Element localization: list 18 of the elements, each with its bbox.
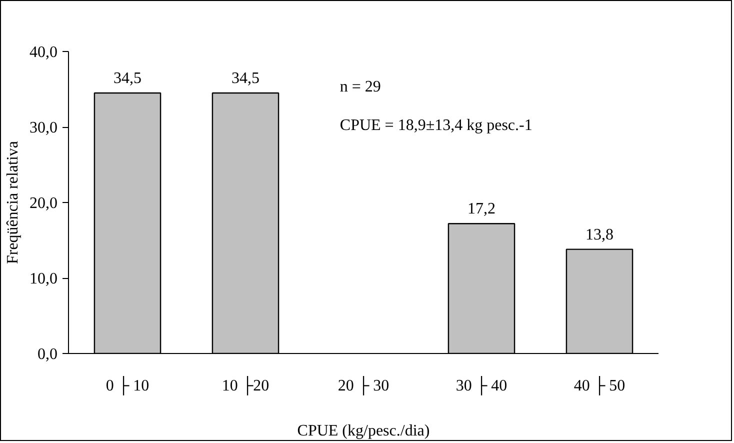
y-tick-label: 30,0 <box>30 120 58 136</box>
y-tick-label: 40,0 <box>30 44 58 61</box>
data-label: 34,5 <box>232 70 260 88</box>
y-tick-label: 10,0 <box>30 270 58 288</box>
y-tick-label: 0,0 <box>38 346 58 363</box>
x-axis-title: CPUE (kg/pesc./dia) <box>297 422 430 440</box>
annotation: CPUE = 18,9±13,4 kg pesc.-1 <box>340 116 532 134</box>
annotation: n = 29 <box>340 78 381 96</box>
y-tick-label: 20,0 <box>30 195 58 212</box>
x-tick-label: 10 ├20 <box>222 376 270 396</box>
x-tick-label: 40 ├ 50 <box>574 376 626 396</box>
data-label: 34,5 <box>114 70 142 88</box>
data-label: 13,8 <box>586 226 614 244</box>
x-tick-label: 20 ├ 30 <box>338 376 390 396</box>
x-tick-label: 0 ├ 10 <box>106 376 150 396</box>
data-label: 17,2 <box>468 200 496 218</box>
x-tick-label: 30 ├ 40 <box>456 376 508 396</box>
y-axis-title: Freqüência relativa <box>4 140 22 264</box>
